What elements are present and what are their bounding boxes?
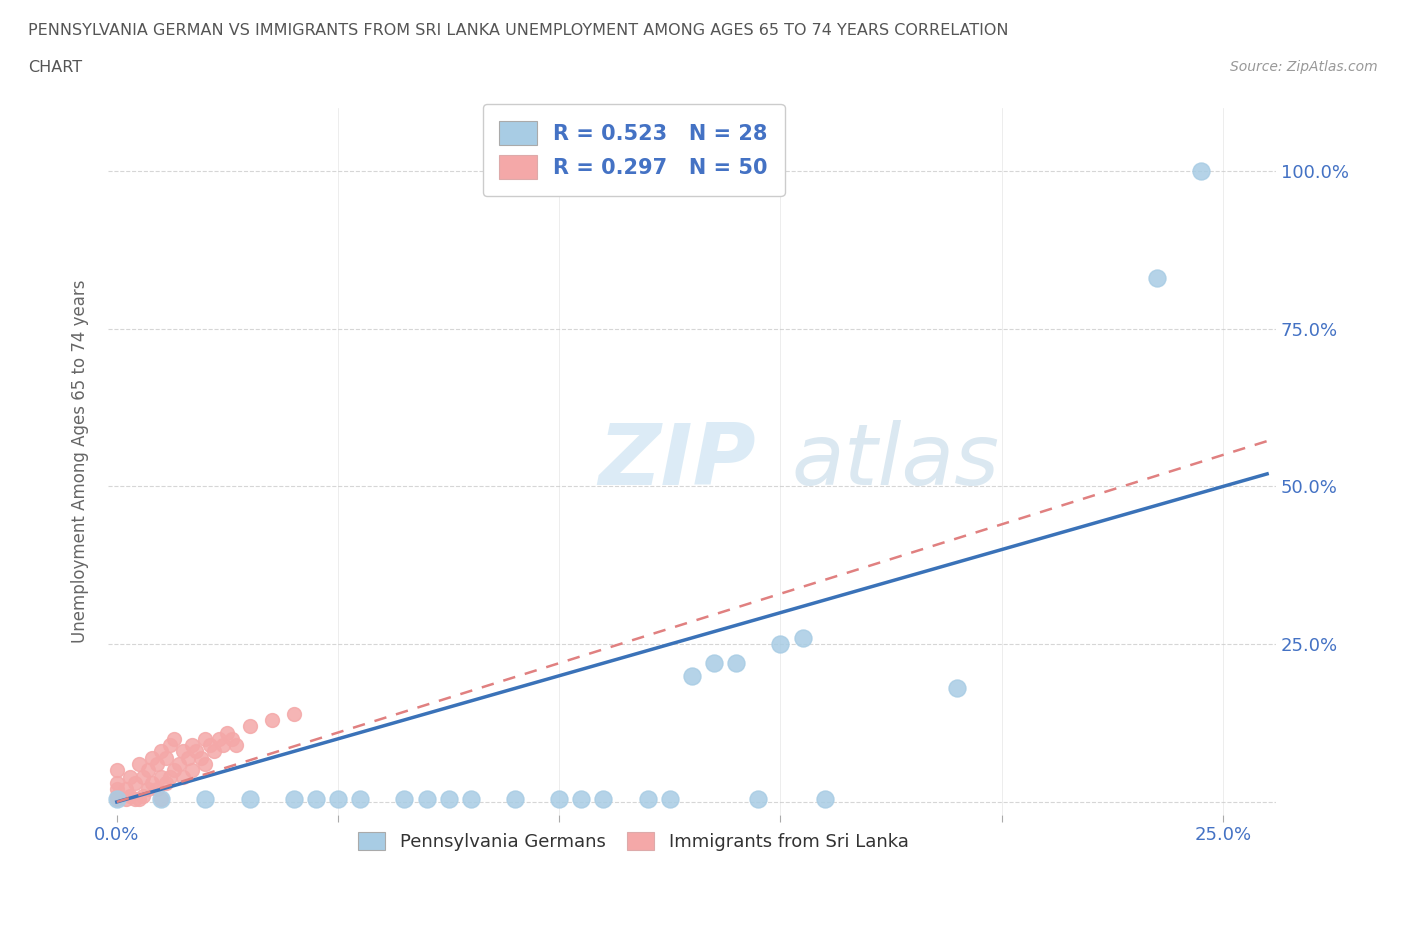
Point: [105, 782, 128, 797]
Point: [814, 791, 837, 806]
Point: [637, 791, 659, 806]
Point: [569, 791, 592, 806]
Point: [747, 791, 769, 806]
Point: [176, 751, 198, 765]
Point: [114, 791, 136, 806]
Y-axis label: Unemployment Among Ages 65 to 74 years: Unemployment Among Ages 65 to 74 years: [72, 280, 89, 643]
Point: [503, 791, 526, 806]
Point: [141, 751, 163, 765]
Point: [186, 744, 208, 759]
Point: [124, 791, 146, 806]
Point: [114, 782, 136, 797]
Point: [181, 763, 204, 777]
Point: [136, 763, 159, 777]
Point: [725, 656, 748, 671]
Point: [155, 776, 177, 790]
Point: [703, 656, 725, 671]
Point: [305, 791, 328, 806]
Point: [212, 737, 235, 752]
Point: [260, 712, 283, 727]
Point: [155, 751, 177, 765]
Point: [349, 791, 371, 806]
Point: [326, 791, 349, 806]
Point: [1189, 164, 1212, 179]
Point: [120, 788, 142, 803]
Point: [394, 791, 416, 806]
Point: [238, 791, 260, 806]
Point: [946, 681, 969, 696]
Point: [658, 791, 681, 806]
Point: [167, 757, 190, 772]
Point: [415, 791, 437, 806]
Point: [202, 744, 225, 759]
Point: [128, 791, 150, 806]
Point: [105, 776, 128, 790]
Text: ZIP: ZIP: [599, 419, 756, 503]
Point: [190, 751, 212, 765]
Point: [172, 769, 194, 784]
Text: PENNSYLVANIA GERMAN VS IMMIGRANTS FROM SRI LANKA UNEMPLOYMENT AMONG AGES 65 TO 7: PENNSYLVANIA GERMAN VS IMMIGRANTS FROM S…: [28, 23, 1008, 38]
Point: [132, 788, 155, 803]
Point: [145, 757, 167, 772]
Point: [681, 669, 703, 684]
Point: [163, 763, 186, 777]
Point: [105, 791, 128, 806]
Point: [283, 791, 305, 806]
Point: [225, 737, 247, 752]
Point: [194, 791, 217, 806]
Point: [548, 791, 571, 806]
Point: [132, 769, 155, 784]
Point: [181, 737, 204, 752]
Point: [150, 744, 173, 759]
Point: [592, 791, 614, 806]
Point: [769, 637, 792, 652]
Point: [172, 744, 194, 759]
Point: [150, 769, 173, 784]
Point: [150, 791, 173, 806]
Point: [128, 757, 150, 772]
Point: [105, 763, 128, 777]
Point: [221, 731, 243, 746]
Point: [145, 782, 167, 797]
Point: [141, 776, 163, 790]
Point: [194, 731, 217, 746]
Point: [150, 791, 173, 806]
Point: [198, 737, 221, 752]
Point: [124, 776, 146, 790]
Point: [217, 725, 239, 740]
Text: Source: ZipAtlas.com: Source: ZipAtlas.com: [1230, 60, 1378, 74]
Point: [159, 737, 181, 752]
Point: [159, 769, 181, 784]
Point: [792, 631, 814, 645]
Point: [283, 706, 305, 721]
Legend: Pennsylvania Germans, Immigrants from Sri Lanka: Pennsylvania Germans, Immigrants from Sr…: [352, 825, 917, 858]
Point: [105, 791, 128, 806]
Point: [1146, 271, 1168, 286]
Point: [194, 757, 217, 772]
Point: [207, 731, 229, 746]
Text: atlas: atlas: [792, 419, 1000, 503]
Point: [238, 719, 260, 734]
Point: [163, 731, 186, 746]
Text: CHART: CHART: [28, 60, 82, 75]
Point: [105, 788, 128, 803]
Point: [136, 782, 159, 797]
Point: [460, 791, 482, 806]
Point: [120, 769, 142, 784]
Point: [437, 791, 460, 806]
